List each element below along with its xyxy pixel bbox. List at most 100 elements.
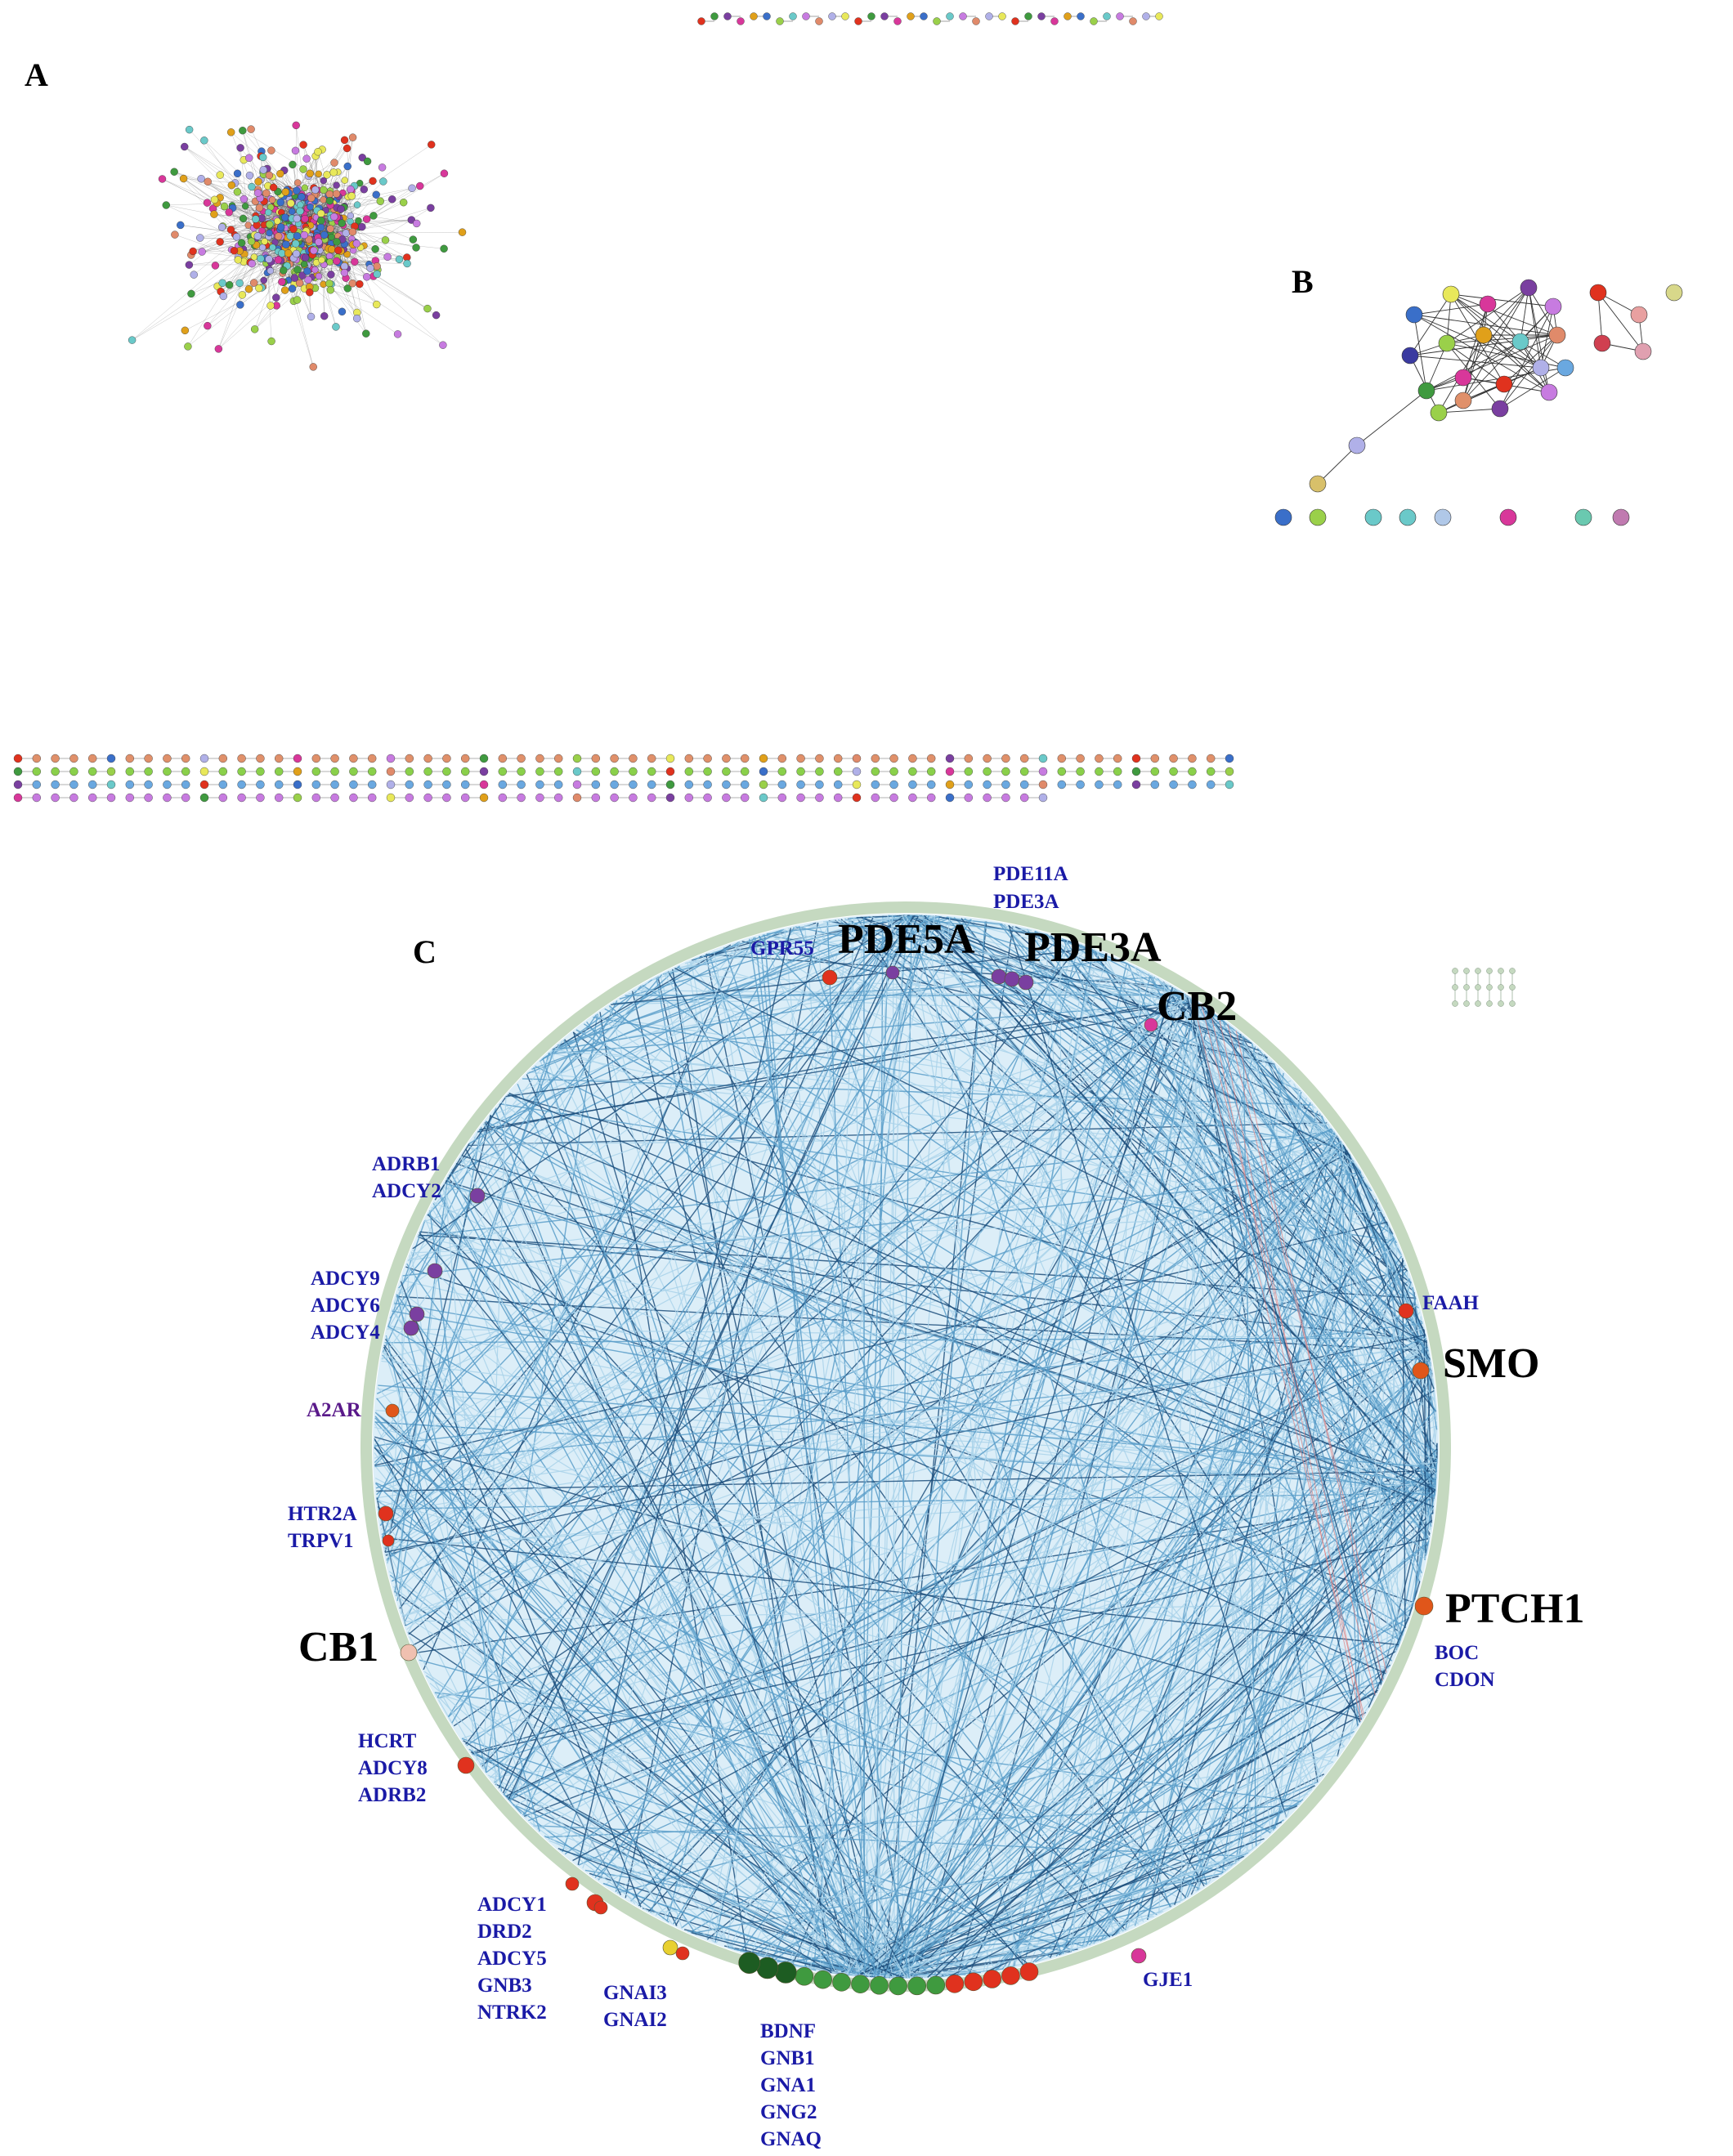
protein-node: [1019, 793, 1029, 803]
protein-node: [325, 190, 334, 199]
protein-node: [1225, 767, 1234, 776]
network-edge: [608, 1005, 1393, 1662]
protein-node: [340, 136, 349, 145]
network-edge: [384, 1334, 1426, 1553]
protein-node: [333, 238, 341, 246]
gene-node: [1498, 1000, 1504, 1007]
network-edge: [1311, 1103, 1431, 1530]
network-edge: [1197, 1171, 1361, 1891]
network-edge: [1046, 933, 1429, 1352]
protein-node: [841, 12, 849, 20]
protein-node: [236, 144, 244, 152]
network-edge: [376, 1080, 1292, 1495]
gene-node: [832, 1973, 851, 1992]
protein-node: [665, 780, 675, 789]
gene-node: [1498, 968, 1504, 974]
protein-node: [983, 754, 992, 763]
network-edge: [857, 915, 890, 1976]
protein-node: [353, 201, 361, 208]
protein-node: [237, 793, 246, 803]
network-edge: [1194, 1000, 1437, 1412]
protein-node: [461, 767, 470, 776]
gene-node: [964, 1972, 983, 1992]
protein-node: [1309, 508, 1327, 526]
protein-node: [291, 146, 300, 155]
gene-node: [1452, 1000, 1458, 1007]
protein-node: [318, 256, 325, 264]
protein-node: [498, 780, 507, 789]
network-edge: [1256, 1048, 1346, 1148]
protein-node: [907, 12, 915, 20]
network-edge: [415, 999, 1193, 1653]
network-edge: [838, 919, 1429, 1350]
network-edge: [1426, 342, 1448, 391]
protein-node: [1001, 793, 1010, 803]
network-edge: [862, 1033, 1241, 1977]
network-edge: [374, 1423, 620, 1894]
network-edge: [382, 1047, 556, 1539]
network-edge: [883, 1102, 1311, 1978]
network-edge: [429, 1210, 503, 1791]
protein-node: [789, 12, 797, 20]
protein-node: [32, 793, 41, 803]
protein-node: [759, 754, 768, 763]
protein-node: [684, 754, 693, 763]
protein-node: [1479, 295, 1497, 313]
network-edge: [692, 929, 782, 960]
protein-node: [288, 284, 297, 293]
network-edge: [810, 915, 893, 1970]
protein-node: [867, 12, 875, 20]
network-edge: [759, 935, 862, 1976]
network-edge: [295, 272, 343, 312]
protein-node: [181, 780, 190, 789]
label-boc: BOC: [1435, 1642, 1479, 1664]
protein-node: [261, 238, 268, 245]
network-edge: [901, 915, 1323, 1778]
protein-node: [330, 159, 338, 167]
network-edge: [684, 915, 908, 964]
protein-node: [210, 195, 219, 204]
network-edge: [378, 1511, 673, 1925]
protein-node: [572, 793, 582, 803]
network-edge: [572, 1389, 1435, 1862]
protein-node: [368, 793, 377, 803]
protein-node: [1113, 767, 1122, 776]
panel-c-circular-network: [360, 901, 1516, 1996]
protein-node: [1348, 436, 1366, 454]
network-edge: [393, 1304, 868, 1977]
network-edge: [1221, 1019, 1436, 1494]
protein-node: [362, 215, 371, 223]
protein-node: [405, 767, 414, 776]
network-edge: [251, 186, 267, 244]
label-gnai3: GNAI3: [603, 1982, 667, 2004]
network-edge: [862, 1875, 1219, 1977]
network-edge: [879, 1851, 1250, 1978]
protein-node: [239, 127, 247, 135]
protein-node: [298, 271, 307, 280]
protein-node: [423, 767, 432, 776]
protein-node: [983, 767, 992, 776]
network-edge: [446, 1178, 880, 1978]
protein-node: [260, 276, 267, 284]
network-edge: [652, 975, 660, 981]
network-edge: [1202, 1005, 1316, 1109]
network-edge: [376, 915, 929, 1496]
network-edge: [898, 1916, 1154, 1979]
network-edge: [904, 915, 1345, 1748]
protein-node: [252, 215, 260, 223]
protein-node: [386, 754, 396, 763]
protein-node: [554, 754, 563, 763]
network-edge: [374, 1436, 1362, 1720]
protein-node: [1454, 391, 1472, 409]
network-edge: [924, 1945, 1086, 1979]
network-edge: [740, 1141, 1342, 1952]
network-edge: [1348, 1362, 1431, 1740]
protein-node: [281, 213, 289, 221]
network-edge: [1210, 1011, 1362, 1721]
network-edge: [1189, 997, 1379, 1689]
network-edge: [438, 1699, 454, 1725]
network-edge: [777, 1174, 1364, 1963]
gene-node: [1475, 984, 1481, 991]
panel-c-highlight-nodes: [378, 965, 1434, 1996]
protein-node: [297, 201, 304, 208]
